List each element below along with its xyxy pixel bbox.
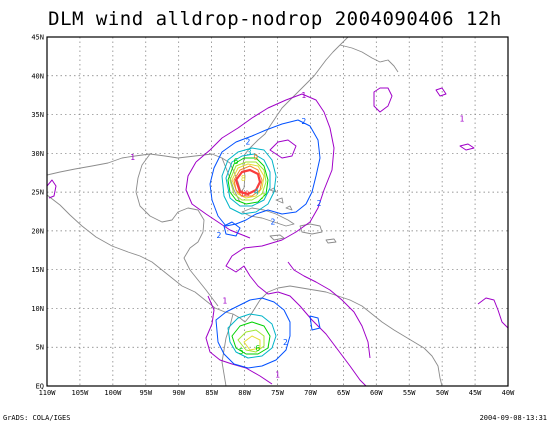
- lon-label: 50W: [436, 389, 449, 397]
- contour-lines: [47, 87, 508, 386]
- map-title: DLM wind alldrop-nodrop 2004090406 12h: [48, 8, 502, 30]
- contour-label: 7: [261, 192, 266, 201]
- contour-label: 6: [255, 344, 260, 353]
- lon-label: 110W: [39, 389, 57, 397]
- lat-label: 40N: [31, 72, 44, 80]
- lat-label: 30N: [31, 150, 44, 158]
- lat-label: 5N: [36, 344, 44, 352]
- contour-label: 2: [245, 138, 250, 147]
- lon-label: 95W: [139, 389, 152, 397]
- contour-label: 2: [270, 218, 275, 227]
- latitude-labels: EQ 5N 10N 15N 20N 25N 30N 35N 40N 45N: [31, 34, 44, 391]
- contour-label: 2: [301, 117, 306, 126]
- lon-label: 80W: [238, 389, 251, 397]
- lon-label: 45W: [469, 389, 482, 397]
- contour-label: 1: [275, 370, 280, 379]
- contour-label: 1: [222, 297, 227, 306]
- contour-label: 2: [216, 231, 221, 240]
- contour-label: 4: [254, 187, 259, 196]
- lat-label: 35N: [31, 111, 44, 119]
- contour-label: 1: [459, 114, 464, 123]
- lon-label: 65W: [337, 389, 350, 397]
- lon-label: 100W: [104, 389, 122, 397]
- contour-label: 10: [240, 190, 250, 199]
- contour-label: 5: [239, 347, 244, 356]
- contour-label: 2: [283, 338, 288, 347]
- contour-label: 3: [247, 148, 252, 157]
- footer-credit: GrADS: COLA/IGES: [3, 414, 71, 422]
- lat-label: 10N: [31, 305, 44, 313]
- contour-label: 6: [234, 157, 239, 166]
- map-frame: [46, 36, 509, 387]
- lon-label: 70W: [304, 389, 317, 397]
- lon-label: 85W: [205, 389, 218, 397]
- lat-label: 20N: [31, 227, 44, 235]
- lat-label: 45N: [31, 34, 44, 42]
- lon-label: 90W: [172, 389, 185, 397]
- contour-label: 1: [301, 91, 306, 100]
- lon-label: 105W: [71, 389, 89, 397]
- lon-label: 40W: [502, 389, 515, 397]
- lat-label: 25N: [31, 189, 44, 197]
- contour-label: 2: [317, 199, 322, 208]
- lon-label: 75W: [271, 389, 284, 397]
- contour-label: 9: [253, 153, 258, 162]
- longitude-labels: 110W 105W 100W 95W 90W 85W 80W 75W 70W 65W 60W 55W 5…: [39, 389, 516, 397]
- lat-label: 15N: [31, 266, 44, 274]
- lat-label: EQ: [36, 383, 44, 391]
- contour-label: 1: [130, 153, 135, 162]
- lon-label: 60W: [370, 389, 383, 397]
- footer-timestamp: 2004-09-08-13:31: [479, 414, 547, 422]
- lon-label: 55W: [403, 389, 416, 397]
- contour-label: 8: [241, 174, 246, 183]
